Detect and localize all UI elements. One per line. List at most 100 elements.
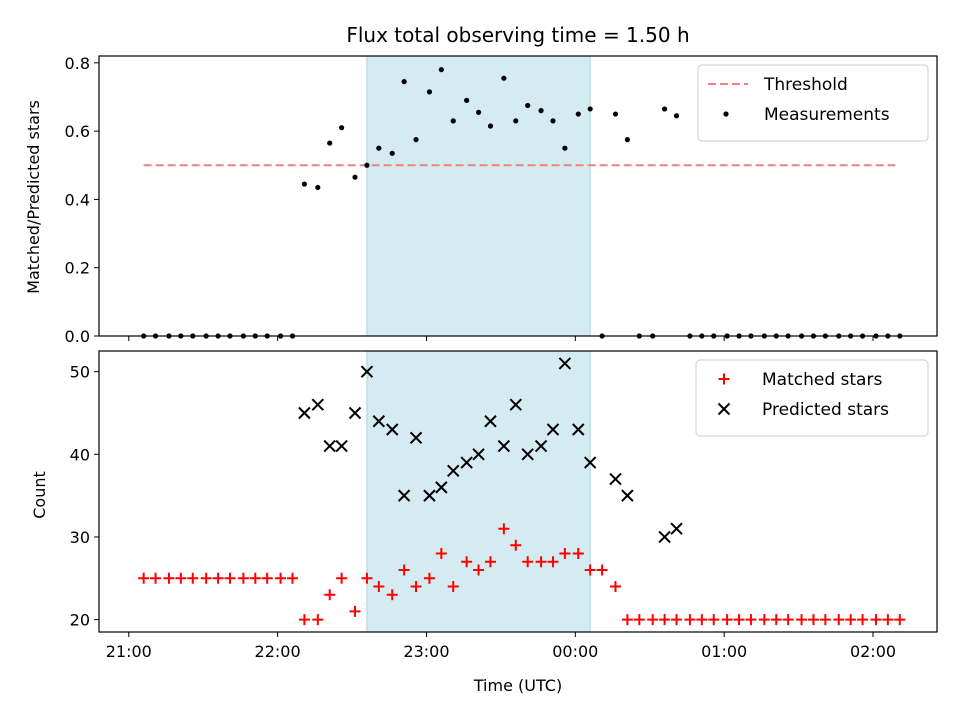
panel2-x-point-20	[546, 423, 560, 436]
panel2-plus-point-33	[547, 556, 559, 568]
panel1-dot-point-26	[464, 97, 470, 103]
legend-matched-swatch	[718, 373, 730, 385]
panel2-plus-point-22	[410, 581, 422, 593]
panel2-plus-point-30	[510, 539, 522, 551]
panel2-plus-point-52	[782, 614, 794, 626]
panel2-plus-point-23	[423, 572, 435, 584]
panel2-y-tick-label: 40	[70, 445, 90, 464]
panel1-dot-point-28	[487, 123, 494, 129]
panel2-x-point-5	[360, 365, 374, 378]
panel1-y-tick-label: 0.2	[65, 259, 90, 278]
panel2-y-tick-label: 20	[70, 611, 90, 630]
panel2-x-point-26	[658, 530, 671, 544]
panel2-plus-point-21	[398, 564, 410, 576]
panel2-x-point-19	[534, 439, 548, 453]
panel2-x-point-6	[372, 415, 386, 428]
panel2-plus-point-10	[261, 572, 273, 584]
panel2-plus-point-40	[633, 614, 645, 626]
panel2-plus-point-24	[435, 547, 447, 559]
panel2-x-point-1	[311, 398, 325, 411]
panel2-plus-point-0	[138, 572, 150, 584]
panel1-dot-point-34	[562, 145, 568, 151]
panel2-plus-point-45	[696, 614, 708, 626]
panel1-y-tick-label: 0.6	[65, 122, 90, 141]
panel1-dot-point-25	[450, 118, 456, 124]
panel2-plus-point-57	[845, 614, 857, 626]
panel2-plus-point-60	[882, 614, 894, 626]
panel2-plus-point-41	[647, 614, 659, 626]
panel1-dot-point-15	[327, 140, 333, 146]
panel2-x-point-4	[348, 406, 362, 420]
panel2-plus-point-49	[745, 614, 757, 626]
panel2-plus-point-17	[349, 605, 361, 617]
panel2-plus-point-28	[484, 556, 496, 568]
panel2-plus-point-48	[733, 614, 745, 626]
panel2-plus-point-39	[621, 614, 633, 626]
panel2-legend-label: Matched stars	[762, 370, 882, 390]
panel2-observing-window	[366, 351, 591, 632]
panel2-plus-point-2	[163, 572, 175, 584]
x-tick-label: 01:00	[701, 642, 747, 661]
panel1-dot-point-30	[513, 118, 519, 124]
panel2-plus-point-19	[373, 581, 385, 593]
panel2-plus-point-18	[361, 572, 373, 584]
panel2-plus-point-43	[671, 614, 683, 626]
panel1-dot-point-36	[587, 106, 593, 112]
panel2-plus-point-35	[572, 547, 584, 559]
panel2-x-point-10	[423, 489, 436, 502]
panel2-plus-point-25	[447, 581, 459, 593]
panel2-plus-point-50	[758, 614, 770, 626]
panel1-dot-point-29	[501, 75, 507, 81]
panel2-plus-point-8	[237, 572, 249, 584]
panel1-legend-box	[697, 64, 929, 142]
panel1-dot-point-13	[301, 181, 308, 187]
x-tick-label: 21:00	[106, 642, 152, 661]
panel1-legend-label: Threshold	[763, 75, 848, 95]
panel1-dot-point-23	[426, 89, 433, 95]
panel2-x-point-8	[397, 489, 411, 502]
panel2-plus-point-9	[249, 572, 261, 584]
x-tick-label: 02:00	[850, 642, 896, 661]
panel2-x-point-18	[521, 448, 534, 461]
panel2-plus-point-13	[298, 614, 310, 626]
panel2-plus-point-54	[807, 614, 819, 626]
panel2-plus-point-14	[312, 614, 324, 626]
panel2-plus-point-20	[386, 589, 398, 601]
panel1-dot-point-35	[575, 111, 581, 117]
panel2-frame	[98, 350, 938, 633]
panel2-x-point-3	[335, 439, 348, 453]
panel1-y-tick-label: 0.4	[65, 190, 90, 209]
panel1-legend-label: Measurements	[764, 105, 890, 125]
panel2-plus-point-55	[819, 614, 831, 626]
panel2-plus-point-38	[609, 581, 621, 593]
panel2-x-point-24	[609, 472, 622, 486]
x-tick-label: 23:00	[403, 642, 449, 661]
panel2-plus-point-26	[461, 556, 473, 568]
panel2-x-point-15	[484, 415, 497, 428]
panel2-plus-point-3	[175, 572, 187, 584]
panel1-dot-point-38	[612, 111, 619, 117]
panel2-plus-point-7	[224, 572, 236, 584]
panel2-plus-point-61	[894, 614, 906, 626]
panel2-plus-point-42	[659, 614, 671, 626]
panel2-plus-point-56	[833, 614, 845, 626]
bottom-y-axis-label: Count	[30, 471, 49, 519]
panel2-legend-label: Predicted stars	[762, 400, 889, 420]
panel1-dot-point-43	[673, 113, 680, 119]
panel1-dot-point-32	[538, 108, 544, 114]
panel2-x-point-14	[472, 448, 485, 461]
panel2-plus-point-59	[870, 614, 882, 626]
panel2-plus-point-11	[275, 572, 287, 584]
panel2-plus-point-36	[584, 564, 596, 576]
panel1-y-tick-label: 0.0	[65, 327, 90, 346]
legend-measurements-swatch	[723, 111, 729, 117]
panel1-dot-point-21	[401, 79, 407, 85]
panel2-plus-point-27	[473, 564, 485, 576]
panel1-dot-point-33	[550, 118, 556, 124]
panel2-x-point-11	[435, 481, 448, 494]
panel2-plus-point-58	[857, 614, 869, 626]
panel1-dot-point-22	[413, 137, 419, 143]
panel2-x-point-12	[447, 464, 460, 478]
panel2-x-point-9	[409, 431, 423, 444]
